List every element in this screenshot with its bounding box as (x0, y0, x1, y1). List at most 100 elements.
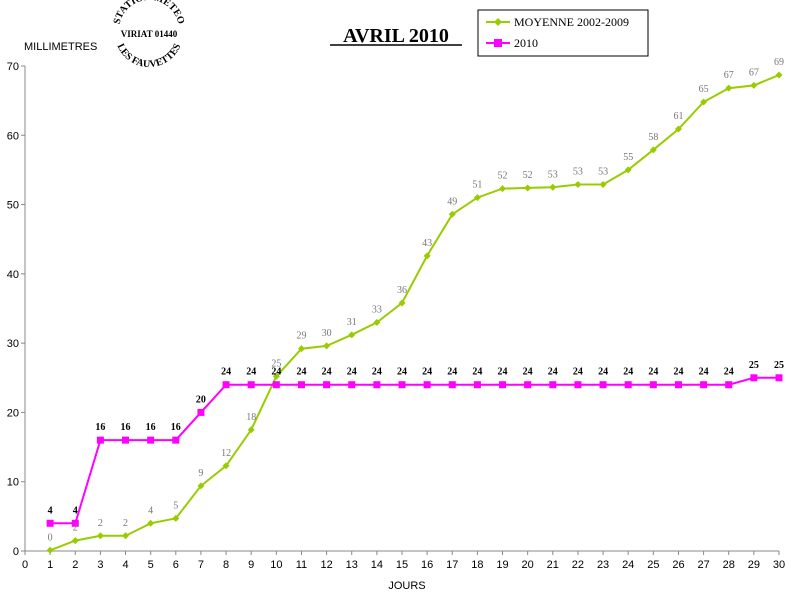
y-tick-label: 60 (7, 130, 19, 142)
y-axis-title: MILLIMETRES (24, 41, 97, 53)
data-point-moyenne (524, 184, 532, 192)
x-tick-label: 22 (572, 559, 584, 571)
data-label-2010: 24 (724, 367, 734, 378)
data-label-moyenne: 53 (598, 166, 608, 177)
x-tick-label: 14 (371, 559, 383, 571)
legend-label: MOYENNE 2002-2009 (514, 15, 629, 29)
data-point-2010 (549, 381, 557, 389)
data-point-2010 (750, 374, 758, 382)
data-point-2010 (624, 381, 632, 389)
data-label-2010: 4 (48, 505, 53, 516)
data-point-2010 (222, 381, 230, 389)
data-label-moyenne: 25 (271, 358, 281, 369)
y-tick-label: 40 (7, 269, 19, 281)
data-point-2010 (700, 381, 708, 389)
data-label-moyenne: 61 (673, 111, 683, 122)
data-point-2010 (46, 519, 54, 527)
data-point-2010 (373, 381, 381, 389)
data-label-2010: 16 (146, 422, 156, 433)
legend: MOYENNE 2002-2009 2010 (477, 9, 649, 57)
data-label-2010: 24 (523, 367, 533, 378)
data-label-2010: 24 (623, 367, 633, 378)
x-tick-label: 7 (198, 559, 204, 571)
data-label-2010: 24 (598, 367, 608, 378)
y-tick-label: 0 (13, 546, 19, 558)
data-label-2010: 16 (95, 422, 105, 433)
x-tick-label: 2 (72, 559, 78, 571)
data-point-2010 (649, 381, 657, 389)
data-point-moyenne (750, 81, 758, 89)
data-label-moyenne: 33 (372, 304, 382, 315)
data-label-2010: 16 (121, 422, 131, 433)
data-point-moyenne (147, 519, 155, 527)
x-tick-label: 20 (522, 559, 534, 571)
data-label-2010: 24 (422, 367, 432, 378)
data-label-moyenne: 2 (123, 518, 128, 529)
x-tick-label: 13 (346, 559, 358, 571)
data-label-2010: 25 (749, 360, 759, 371)
chart-title: AVRIL 2010 (343, 25, 449, 47)
data-point-moyenne (725, 84, 733, 92)
x-tick-label: 0 (22, 559, 28, 571)
x-tick-label: 15 (396, 559, 408, 571)
data-label-moyenne: 67 (749, 67, 759, 78)
data-label-2010: 24 (648, 367, 658, 378)
data-label-moyenne: 51 (472, 180, 482, 191)
data-point-2010 (448, 381, 456, 389)
x-tick-label: 27 (697, 559, 709, 571)
data-label-2010: 24 (221, 367, 231, 378)
x-tick-label: 5 (148, 559, 154, 571)
data-point-2010 (197, 408, 205, 416)
data-point-moyenne (473, 194, 481, 202)
data-label-2010: 24 (271, 367, 281, 378)
data-point-moyenne (674, 125, 682, 133)
x-tick-label: 30 (773, 559, 785, 571)
x-tick-label: 4 (122, 559, 128, 571)
data-label-2010: 24 (472, 367, 482, 378)
data-point-moyenne (297, 345, 305, 353)
data-point-moyenne (574, 180, 582, 188)
data-label-moyenne: 0 (48, 532, 53, 543)
data-point-moyenne (247, 426, 255, 434)
x-tick-label: 23 (597, 559, 609, 571)
data-point-2010 (71, 519, 79, 527)
x-tick-label: 28 (723, 559, 735, 571)
data-point-2010 (574, 381, 582, 389)
data-point-moyenne (323, 342, 331, 350)
data-label-2010: 24 (498, 367, 508, 378)
data-label-moyenne: 29 (296, 331, 306, 342)
x-tick-label: 6 (173, 559, 179, 571)
data-point-2010 (172, 436, 180, 444)
x-tick-label: 17 (446, 559, 458, 571)
data-point-2010 (348, 381, 356, 389)
data-label-moyenne: 58 (648, 132, 658, 143)
data-label-2010: 4 (73, 505, 78, 516)
series-line-2010 (50, 376, 779, 525)
data-point-moyenne (222, 462, 230, 470)
x-tick-label: 16 (421, 559, 433, 571)
data-point-moyenne (272, 372, 280, 380)
data-label-moyenne: 55 (623, 152, 633, 163)
data-point-moyenne (197, 482, 205, 490)
x-tick-label: 3 (97, 559, 103, 571)
legend-marker (494, 18, 502, 26)
data-label-2010: 24 (699, 367, 709, 378)
data-label-2010: 24 (372, 367, 382, 378)
x-tick-label: 26 (672, 559, 684, 571)
data-label-2010: 24 (296, 367, 306, 378)
data-point-moyenne (96, 532, 104, 540)
x-tick-label: 10 (270, 559, 282, 571)
y-tick-label: 20 (7, 407, 19, 419)
logo-middle-text: VIRIAT 01440 (121, 29, 178, 39)
x-axis-title: JOURS (388, 580, 425, 592)
legend-label: 2010 (514, 36, 538, 50)
data-point-moyenne (373, 318, 381, 326)
data-label-2010: 20 (196, 394, 206, 405)
data-point-moyenne (599, 180, 607, 188)
data-point-2010 (297, 381, 305, 389)
data-label-2010: 25 (774, 360, 784, 371)
data-label-moyenne: 2 (98, 518, 103, 529)
station-logo: STATION METEO VIRIAT 01440 LES FAUVETTES (112, 0, 187, 70)
data-point-2010 (599, 381, 607, 389)
